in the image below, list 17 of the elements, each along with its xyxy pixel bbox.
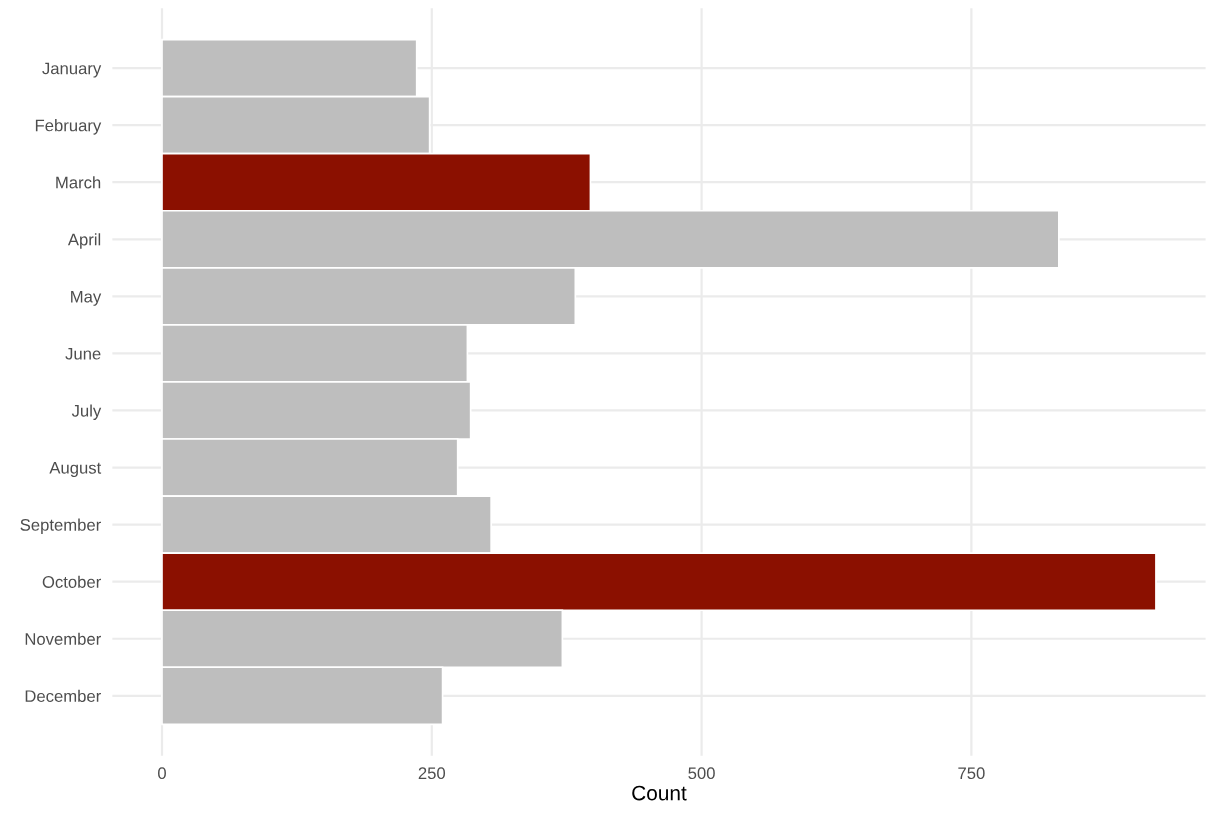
y-tick-label: September [20,518,101,535]
y-tick-label: December [25,689,101,703]
y-tick-label: May [71,290,102,306]
x-tick-label: 250 [418,767,446,780]
x-tick-label: 500 [688,767,715,780]
x-tick-label: 750 [958,767,985,780]
y-tick-label: July [71,404,102,420]
y-tick-label: January [42,62,102,78]
y-tick-label: February [35,119,102,135]
x-axis-title: Count [632,785,687,801]
y-tick-label: April [67,233,101,249]
x-tick-label: 0 [158,767,166,780]
y-tick-label: November [25,632,101,645]
y-tick-label: June [65,347,101,360]
y-tick-label: October [42,575,101,588]
y-tick-label: March [56,176,101,189]
y-tick-label: August [49,462,102,478]
